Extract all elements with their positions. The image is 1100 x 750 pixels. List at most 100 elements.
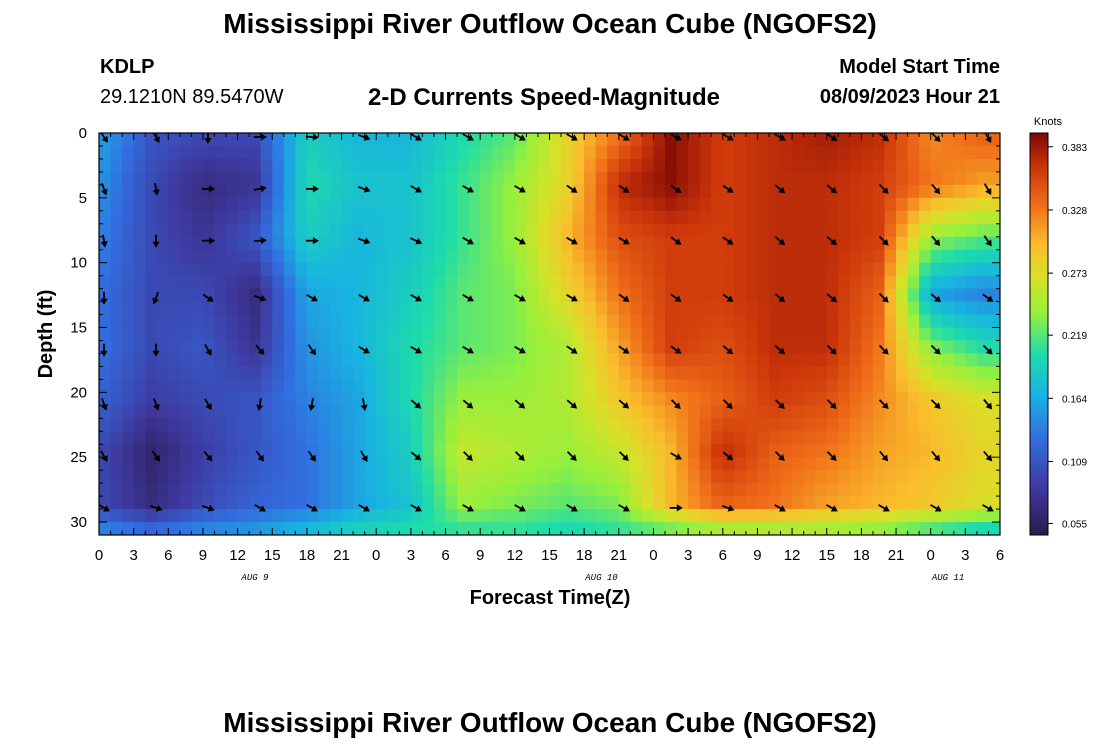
heatmap-cell <box>353 522 366 535</box>
heatmap-cell <box>376 509 389 523</box>
heatmap-cell <box>699 184 712 199</box>
heatmap-cell <box>330 522 343 535</box>
heatmap-cell <box>387 236 400 251</box>
heatmap-cell <box>711 496 724 510</box>
heatmap-cell <box>330 236 343 251</box>
heatmap-cell <box>618 327 631 342</box>
heatmap-cell <box>364 392 377 406</box>
current-arrow <box>722 345 734 355</box>
heatmap-cell <box>249 366 262 380</box>
heatmap-cell <box>318 314 331 329</box>
heatmap-cell <box>133 184 146 199</box>
heatmap-cell <box>353 301 366 316</box>
heatmap-cell <box>780 184 793 199</box>
heatmap-cell <box>168 145 181 160</box>
heatmap-cell <box>965 457 978 471</box>
heatmap-cell <box>792 431 805 445</box>
heatmap-cell <box>988 223 1000 238</box>
heatmap-cell <box>907 171 920 186</box>
heatmap-cell <box>168 327 181 342</box>
heatmap-cell <box>491 197 504 212</box>
heatmap-cell <box>457 457 470 471</box>
heatmap-cell <box>341 340 354 355</box>
heatmap-cell <box>237 431 250 445</box>
heatmap-cell <box>99 145 112 160</box>
heatmap-cell <box>191 496 204 510</box>
heatmap-cell <box>803 327 816 342</box>
heatmap-cell <box>99 418 112 432</box>
heatmap-cell <box>133 431 146 445</box>
heatmap-cell <box>734 314 747 329</box>
heatmap-cell <box>688 223 701 238</box>
heatmap-cell <box>896 509 909 523</box>
heatmap-cell <box>803 444 816 458</box>
heatmap-cell <box>711 522 724 535</box>
heatmap-cell <box>561 418 574 432</box>
heatmap-cell <box>803 223 816 238</box>
x-tick-label: 0 <box>372 547 380 564</box>
heatmap-cell <box>653 379 666 393</box>
heatmap-cell <box>283 288 296 303</box>
heatmap-cell <box>537 210 551 225</box>
heatmap-cell <box>480 444 493 458</box>
heatmap-cell <box>907 249 920 264</box>
heatmap-cell <box>283 470 296 484</box>
heatmap-cell <box>110 405 123 419</box>
heatmap-cell <box>630 327 643 342</box>
heatmap-cell <box>942 184 955 199</box>
heatmap-cell <box>468 327 481 342</box>
heatmap-cell <box>595 509 608 523</box>
heatmap-cell <box>988 210 1000 225</box>
heatmap-cell <box>572 223 585 238</box>
heatmap-cell <box>838 470 851 484</box>
heatmap-cell <box>745 340 759 355</box>
heatmap-cell <box>526 418 539 432</box>
heatmap-cell <box>514 366 527 380</box>
heatmap-cell <box>457 223 470 238</box>
heatmap-cell <box>433 236 447 251</box>
heatmap-cell <box>480 405 493 419</box>
current-arrow <box>357 237 371 245</box>
heatmap-cell <box>122 444 135 458</box>
heatmap-cell <box>699 145 712 160</box>
heatmap-cell <box>457 353 470 368</box>
heatmap-cell <box>526 249 539 264</box>
heatmap-cell <box>792 340 805 355</box>
heatmap-cell <box>376 496 389 510</box>
heatmap-cell <box>145 133 158 147</box>
heatmap-cell <box>792 379 805 393</box>
heatmap-cell <box>133 405 146 419</box>
heatmap-cell <box>584 249 597 264</box>
heatmap-cell <box>422 522 435 535</box>
heatmap-cell <box>722 314 735 329</box>
heatmap-cell <box>919 288 932 303</box>
heatmap-cell <box>549 197 562 212</box>
heatmap-cell <box>168 418 181 432</box>
current-arrow <box>878 292 889 303</box>
heatmap-cell <box>953 210 966 225</box>
heatmap-cell <box>896 379 909 393</box>
heatmap-cell <box>110 327 123 342</box>
heatmap-cell <box>110 210 123 225</box>
current-arrow <box>566 504 578 512</box>
heatmap-cell <box>722 158 735 173</box>
heatmap-cell <box>965 288 978 303</box>
heatmap-cell <box>641 405 655 419</box>
heatmap-cell <box>364 171 377 186</box>
heatmap-cell <box>387 392 400 406</box>
heatmap-cell <box>757 457 770 471</box>
heatmap-cell <box>838 288 851 303</box>
heatmap-cell <box>584 418 597 432</box>
heatmap-cell <box>942 431 955 445</box>
heatmap-cell <box>156 522 169 535</box>
heatmap-cell <box>364 301 377 316</box>
heatmap-cell <box>561 470 574 484</box>
heatmap-cell <box>792 392 805 406</box>
heatmap-cell <box>815 275 828 290</box>
heatmap-cell <box>457 210 470 225</box>
heatmap-cell <box>665 509 678 523</box>
heatmap-cell <box>849 171 862 186</box>
heatmap-cell <box>792 210 805 225</box>
heatmap-cell <box>457 145 470 160</box>
heatmap-cell <box>457 405 470 419</box>
